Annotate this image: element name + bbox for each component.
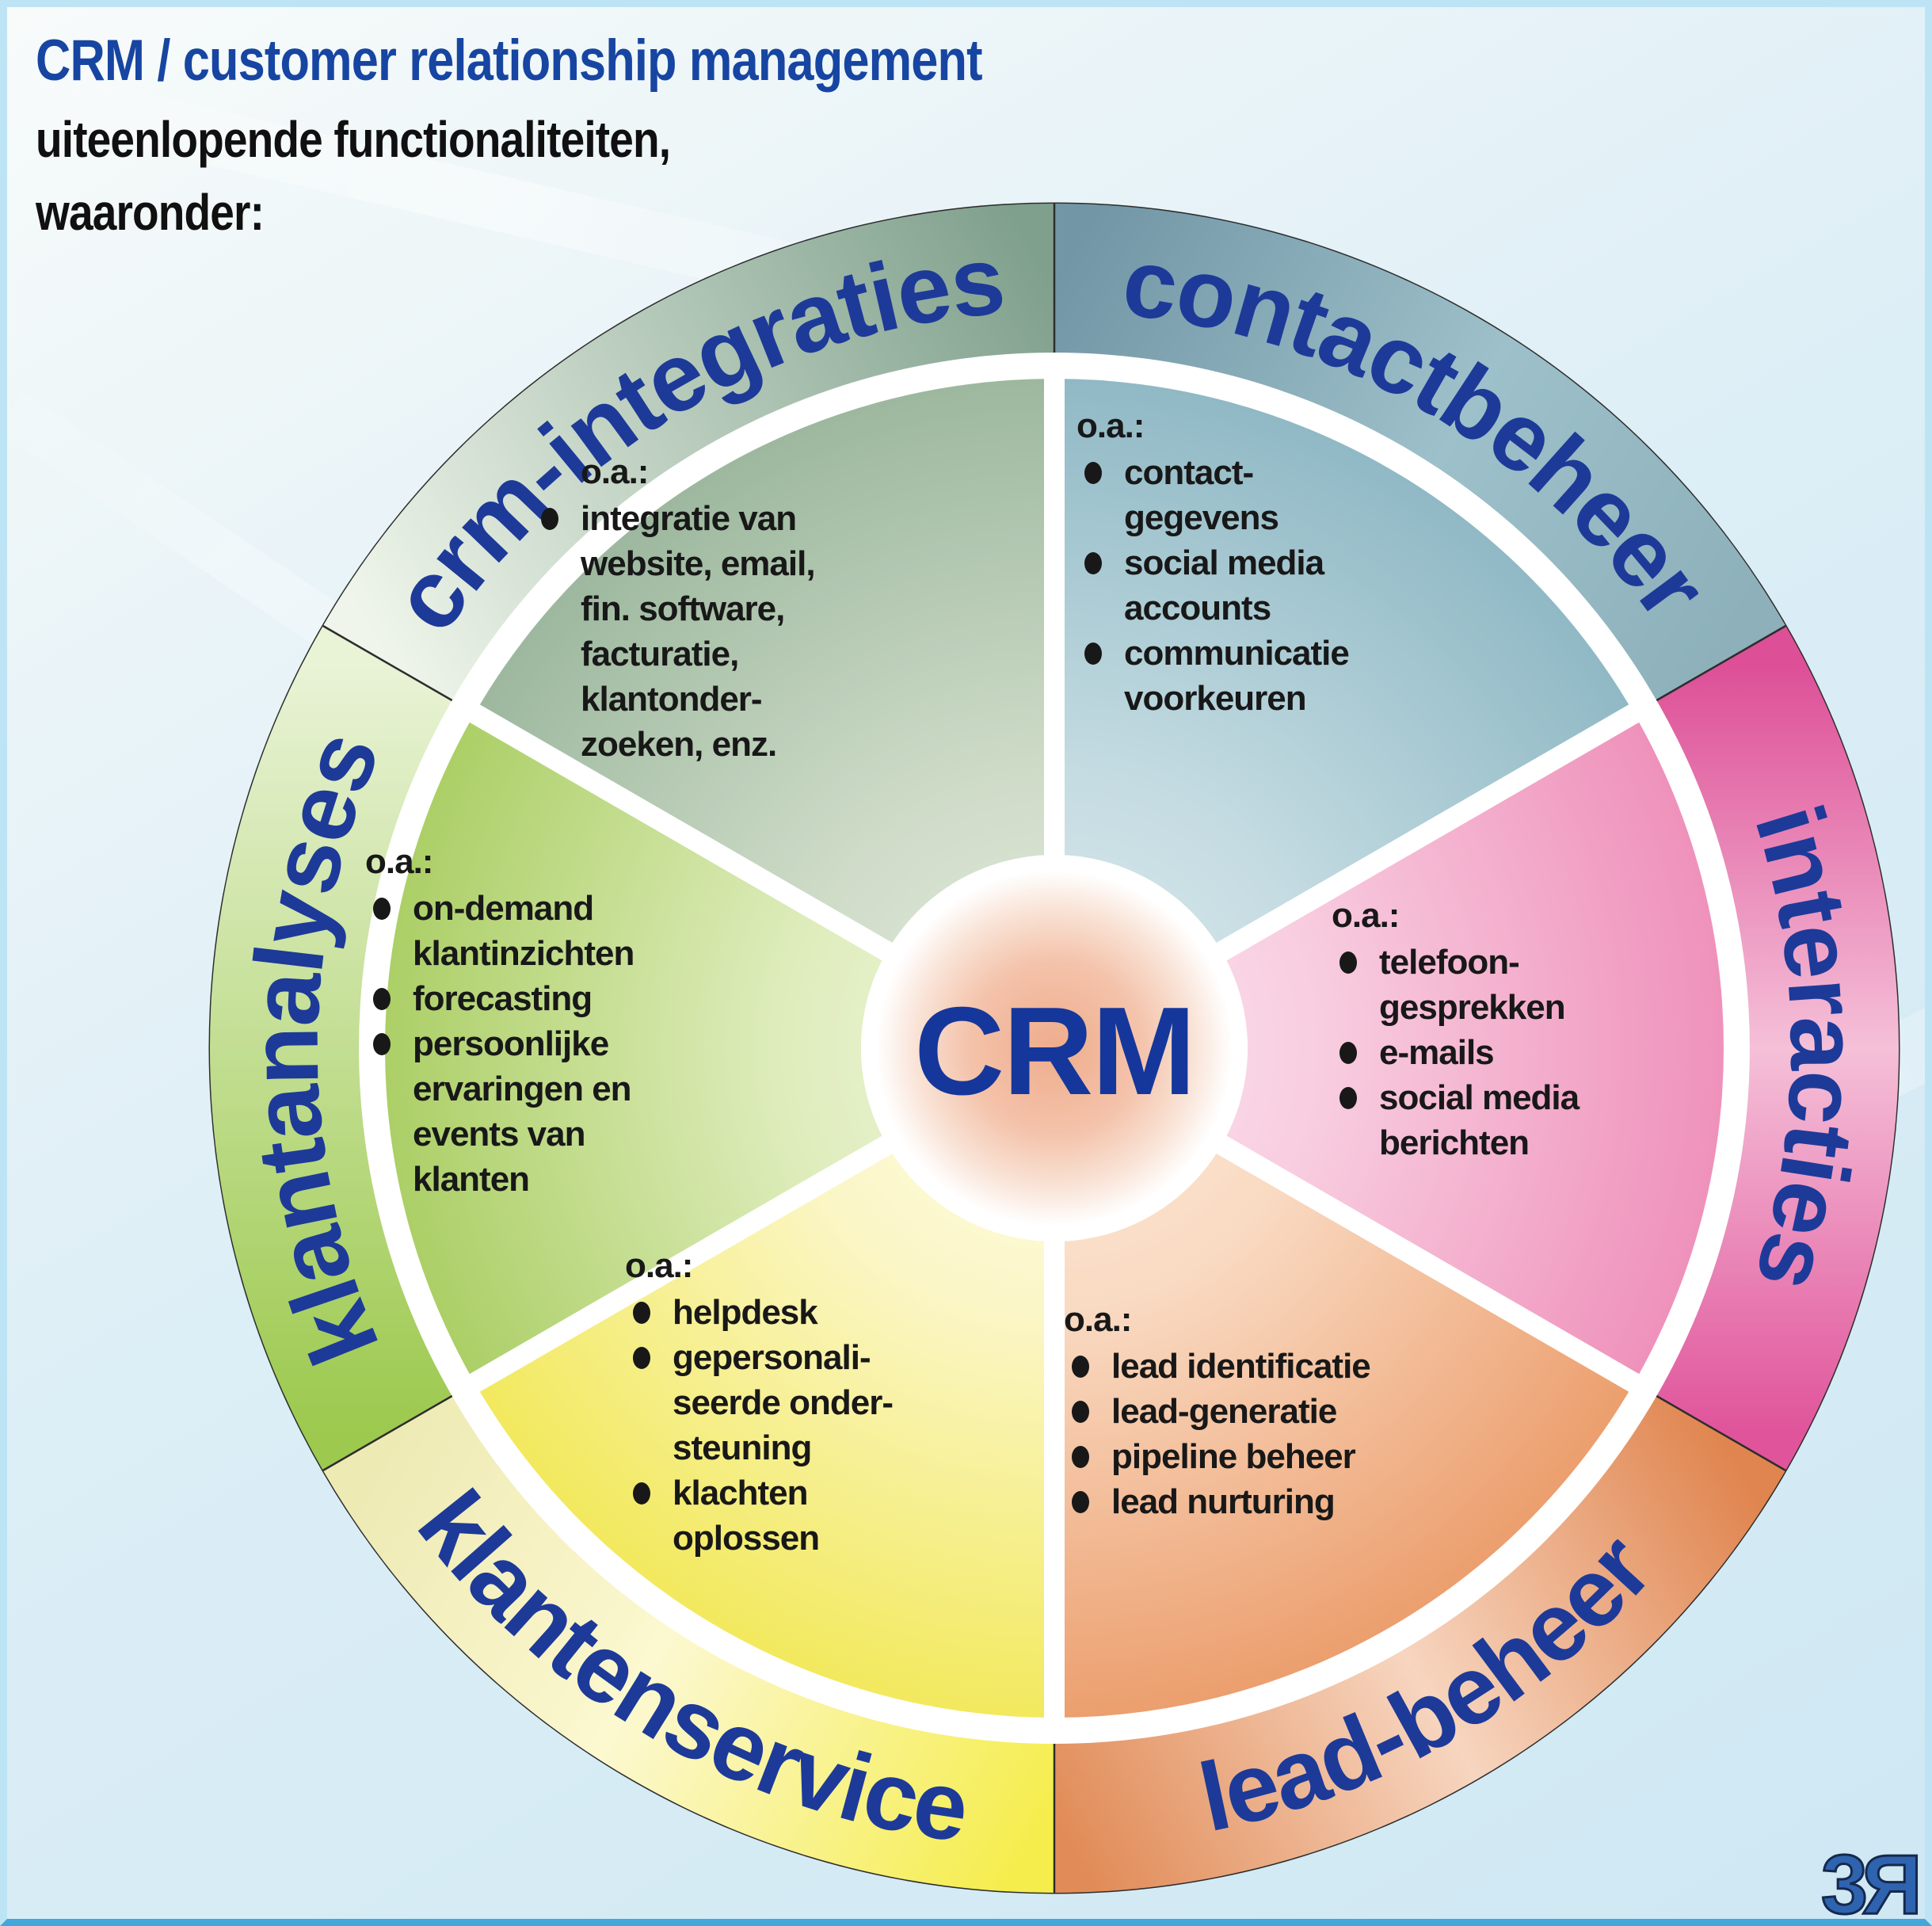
bullet-icon bbox=[1339, 1042, 1357, 1064]
bullet-icon bbox=[633, 1347, 650, 1369]
list-item: gepersonali-seerde onder-steuning bbox=[625, 1335, 942, 1470]
wedge-klantenservice bbox=[474, 1048, 1054, 1718]
bullet-icon bbox=[373, 898, 391, 920]
segment-content-contactbeheer: o.a.: contact-gegevens social media acco… bbox=[1077, 403, 1393, 721]
segment-items: telefoon-gesprekken e-mails social media… bbox=[1332, 940, 1672, 1165]
list-item: lead nurturing bbox=[1064, 1479, 1496, 1524]
bullet-icon bbox=[1072, 1446, 1089, 1468]
list-item: klachten oplossen bbox=[625, 1470, 942, 1561]
bullet-icon bbox=[1072, 1401, 1089, 1423]
wedge-lead-beheer bbox=[1054, 1048, 1634, 1718]
list-item: telefoon-gesprekken bbox=[1332, 940, 1672, 1030]
wedge-crm-integraties bbox=[474, 379, 1054, 1048]
logo-digit: 3 bbox=[1820, 1837, 1869, 1926]
list-item: on-demand klantinzichten bbox=[365, 886, 698, 976]
list-item: e-mails bbox=[1332, 1030, 1672, 1075]
segment-intro: o.a.: bbox=[1332, 896, 1400, 935]
page-subtitle-line1: uiteenlopende functionaliteiten, bbox=[36, 111, 671, 168]
segment-content-klantenservice: o.a.: helpdesk gepersonali-seerde onder-… bbox=[625, 1243, 942, 1561]
bullet-icon bbox=[373, 1033, 391, 1055]
ring-klantanalyses bbox=[209, 626, 452, 1470]
list-item: integratie van website, email, fin. soft… bbox=[533, 496, 858, 767]
logo-mirrored-r: R bbox=[1863, 1837, 1923, 1926]
bullet-icon bbox=[633, 1302, 650, 1324]
ring-lead-beheer bbox=[1054, 1396, 1786, 1893]
list-item: persoonlijke ervaringen en events van kl… bbox=[365, 1021, 698, 1202]
segment-intro: o.a.: bbox=[365, 842, 433, 881]
ring-crm-integraties bbox=[322, 203, 1054, 700]
bullet-icon bbox=[1339, 1087, 1357, 1109]
wedge-contactbeheer bbox=[1054, 379, 1634, 1048]
list-item: communicatie voorkeuren bbox=[1077, 631, 1393, 721]
crm-wheel-diagram: CRM crm-integraties contactbeheer intera… bbox=[208, 202, 1900, 1894]
wedge-klantanalyses bbox=[384, 713, 1054, 1383]
bullet-icon bbox=[541, 508, 558, 530]
bullet-icon bbox=[1072, 1356, 1089, 1378]
list-item: social media berichten bbox=[1332, 1075, 1672, 1165]
segment-intro: o.a.: bbox=[1077, 406, 1145, 445]
bullet-icon bbox=[1084, 462, 1102, 484]
list-item: lead identificatie bbox=[1064, 1344, 1496, 1389]
bullet-icon bbox=[373, 988, 391, 1010]
wedge-interacties bbox=[1054, 713, 1724, 1383]
segment-intro: o.a.: bbox=[581, 452, 649, 491]
segment-items: contact-gegevens social media accounts c… bbox=[1077, 450, 1393, 721]
list-item: helpdesk bbox=[625, 1290, 942, 1335]
center-crm-label: CRM bbox=[914, 982, 1195, 1121]
list-item: social media accounts bbox=[1077, 540, 1393, 631]
bullet-icon bbox=[1339, 952, 1357, 974]
bullet-icon bbox=[1084, 552, 1102, 574]
list-item: pipeline beheer bbox=[1064, 1434, 1496, 1479]
ring-sector-dividers bbox=[322, 204, 1786, 1893]
bullet-icon bbox=[633, 1482, 650, 1505]
ring-interacties bbox=[1656, 626, 1900, 1470]
segment-intro: o.a.: bbox=[1064, 1300, 1132, 1339]
list-item: contact-gegevens bbox=[1077, 450, 1393, 540]
segment-items: helpdesk gepersonali-seerde onder-steuni… bbox=[625, 1290, 942, 1561]
ring-contactbeheer bbox=[1054, 204, 1786, 700]
segment-content-crm-integraties: o.a.: integratie van website, email, fin… bbox=[533, 449, 858, 767]
segment-items: on-demand klantinzichten forecasting per… bbox=[365, 886, 698, 1202]
segment-content-interacties: o.a.: telefoon-gesprekken e-mails social… bbox=[1332, 893, 1672, 1165]
segment-items: integratie van website, email, fin. soft… bbox=[533, 496, 858, 767]
list-item: lead-generatie bbox=[1064, 1389, 1496, 1434]
ring-klantenservice bbox=[322, 1396, 1054, 1893]
bullet-icon bbox=[1072, 1491, 1089, 1513]
3r-logo: 3R bbox=[1820, 1837, 1924, 1926]
center-glow bbox=[861, 855, 1248, 1241]
segment-content-klantanalyses: o.a.: on-demand klantinzichten forecasti… bbox=[365, 839, 698, 1202]
list-item: forecasting bbox=[365, 976, 698, 1021]
segment-content-lead-beheer: o.a.: lead identificatie lead-generatie … bbox=[1064, 1297, 1496, 1524]
bullet-icon bbox=[1084, 643, 1102, 665]
segment-intro: o.a.: bbox=[625, 1246, 693, 1285]
segment-items: lead identificatie lead-generatie pipeli… bbox=[1064, 1344, 1496, 1524]
page-title: CRM / customer relationship management bbox=[36, 29, 983, 93]
page-subtitle-line2: waaronder: bbox=[36, 184, 265, 241]
